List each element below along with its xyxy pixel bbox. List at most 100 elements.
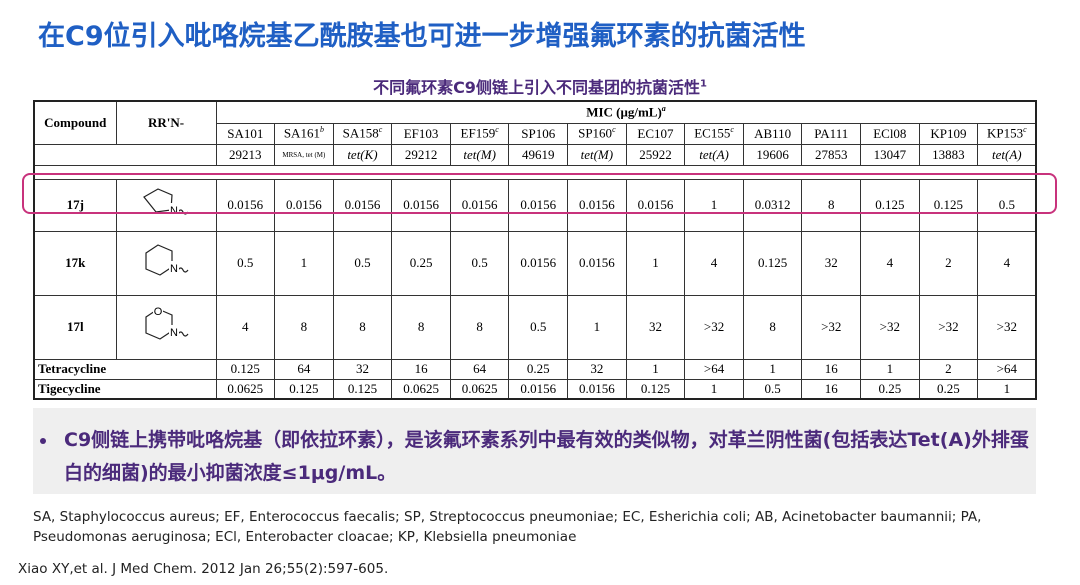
strain-name: EF159c: [449, 122, 510, 145]
mic-text: MIC (μg/mL): [586, 104, 662, 120]
mic-sup: a: [661, 104, 666, 114]
compound: 17k: [33, 230, 117, 296]
mic-value: 16: [391, 358, 451, 380]
strain-name: AB110: [742, 122, 803, 145]
group-header: RR'N-: [115, 100, 217, 145]
mic-value: 1: [977, 378, 1037, 400]
atom-label: N: [170, 327, 178, 339]
mic-value: >32: [684, 294, 744, 360]
mic-value: 0.0156: [508, 178, 569, 232]
strain-sup: c: [730, 125, 734, 135]
strain-name: SP160c: [567, 122, 627, 145]
mic-value: 8: [332, 294, 393, 360]
note-box: [33, 408, 1036, 494]
strain-text: KP109: [930, 125, 967, 141]
mic-value: 0.0156: [508, 378, 569, 400]
mic-value: 1: [742, 358, 803, 380]
mic-value: >64: [977, 358, 1037, 380]
data-row: Tigecycline 0.0625 0.125 0.125 0.0625 0.0625 0…: [33, 378, 1037, 400]
mic-value: 0.0156: [567, 178, 627, 232]
strain-name: PA111: [801, 122, 862, 145]
atom-label: N: [170, 205, 178, 217]
mic-value: 0.0156: [567, 230, 627, 296]
atom-bg: [169, 261, 179, 273]
data-row: 17j N 0.0156 0.0156 0.0156 0.0156 0.0156 0.0156…: [33, 178, 1037, 232]
mic-value: 0.125: [332, 378, 393, 400]
footnote: SA, Staphylococcus aureus; EF, Enterococ…: [33, 509, 982, 545]
mic-value: >64: [684, 358, 744, 380]
strain-sup: c: [495, 125, 499, 135]
mic-value: 1: [684, 378, 744, 400]
code-row: 29213 MRSA, tet (M) tet(K) 29212 tet(M) 49619…: [33, 143, 1037, 166]
mic-value: 1: [625, 358, 686, 380]
strain-code: 27853: [801, 143, 862, 166]
atom-bg: [153, 304, 163, 316]
mic-value: 0.0625: [391, 378, 451, 400]
mic-value: 2: [918, 230, 979, 296]
mic-table: Compound RR'N- MIC (μg/mL)a SA101 SA161b SA15…: [33, 100, 1038, 400]
mic-value: 0.125: [215, 358, 276, 380]
strain-code: 25922: [625, 143, 686, 166]
strain-text: EC155: [694, 125, 731, 141]
citation: Xiao XY,et al. J Med Chem. 2012 Jan 26;5…: [18, 561, 389, 577]
strain-code: MRSA, tet (M): [274, 143, 334, 166]
strain-name: EF103: [391, 122, 451, 145]
strain-text: ECl08: [873, 125, 907, 141]
mic-value: 1: [860, 358, 920, 380]
mic-value: 0.5: [977, 178, 1037, 232]
mic-value: 0.0156: [567, 378, 627, 400]
strain-name: SA161b: [274, 122, 334, 145]
mic-value: 32: [567, 358, 627, 380]
mic-value: 16: [801, 358, 862, 380]
mic-value: 0.25: [860, 378, 920, 400]
mic-value: 64: [449, 358, 510, 380]
strain-text: AB110: [754, 125, 792, 141]
highlight-frame: [22, 173, 1057, 214]
wavy-bond: [177, 331, 189, 337]
mic-value: 0.125: [742, 230, 803, 296]
compound: 17l: [33, 294, 117, 360]
strain-name: EC155c: [684, 122, 744, 145]
strain-text: EF159: [460, 125, 496, 141]
data-row: Tetracycline 0.125 64 32 16 64 0.25 32 1 >64 1 16 1 2…: [33, 358, 1037, 380]
mic-value: 4: [684, 230, 744, 296]
mic-value: 8: [742, 294, 803, 360]
group: N: [115, 230, 217, 296]
structure: N: [145, 244, 189, 276]
strain-sup: b: [319, 125, 324, 135]
strain-name: SP106: [508, 122, 569, 145]
strain-code: tet(M): [567, 143, 627, 166]
strain-code: 19606: [742, 143, 803, 166]
data-row: 17l O N 4 8 8 8 8 0.5 1 32 >32 8 >32 >32 >32 >32: [33, 294, 1037, 360]
ring-bond: [143, 188, 173, 213]
mic-value: 8: [449, 294, 510, 360]
atom-label: N: [170, 263, 178, 275]
mic-value: 4: [215, 294, 276, 360]
strain-sup: c: [612, 125, 616, 135]
mic-value: 1: [625, 230, 686, 296]
strain-text: SP160: [578, 125, 613, 141]
mic-value: 4: [977, 230, 1037, 296]
mic-value: >32: [860, 294, 920, 360]
mic-value: 16: [801, 378, 862, 400]
mic-value: 0.25: [391, 230, 451, 296]
mic-value: 8: [391, 294, 451, 360]
structure: ON: [145, 304, 189, 340]
compound-header: Compound: [33, 100, 117, 145]
mic-value: >32: [801, 294, 862, 360]
mic-value: 1: [274, 230, 334, 296]
mic-value: 0.0156: [332, 178, 393, 232]
header-row: Compound RR'N- MIC (μg/mL)a: [33, 100, 1037, 145]
strain-code: 49619: [508, 143, 569, 166]
strain-name: SA101: [215, 122, 276, 145]
bullet-text: C9侧链上携带吡咯烷基（即依拉环素），是该氟环素系列中最有效的类似物，对革兰阴性…: [64, 429, 1029, 484]
mic-value: 4: [860, 230, 920, 296]
strain-text: PA111: [814, 125, 849, 141]
mic-value: 0.0312: [742, 178, 803, 232]
strain-text: SA161: [283, 125, 320, 141]
mic-value: 0.5: [332, 230, 393, 296]
strain-name: SA158c: [332, 122, 393, 145]
strain-code: tet(K): [332, 143, 393, 166]
compound: Tetracycline: [33, 358, 217, 380]
